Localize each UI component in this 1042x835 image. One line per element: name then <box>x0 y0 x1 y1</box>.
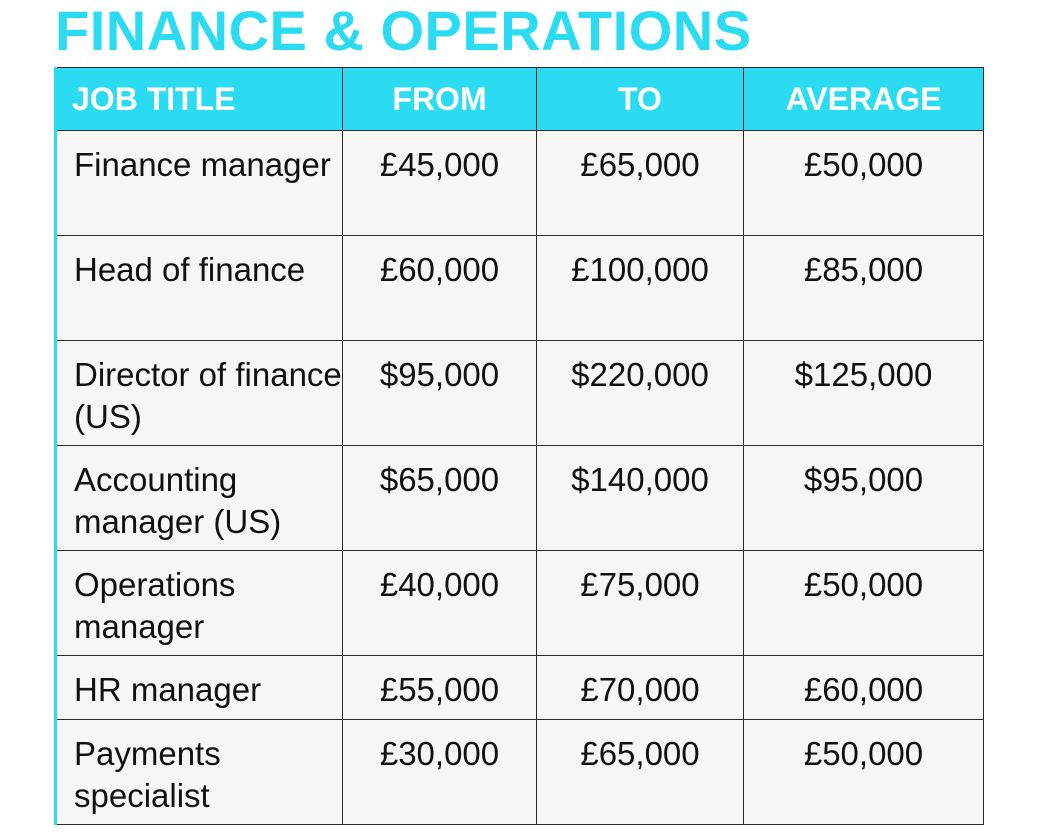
table-row: Head of finance £60,000 £100,000 £85,000 <box>54 235 984 341</box>
cell-to: £65,000 <box>536 719 744 825</box>
table-row: Director of finance (US) $95,000 $220,00… <box>54 340 984 446</box>
cell-from: £55,000 <box>342 655 537 720</box>
header-from: FROM <box>342 67 537 131</box>
table-header-row: JOB TITLE FROM TO AVERAGE <box>54 67 984 131</box>
table-row: Accounting manager (US) $65,000 $140,000… <box>54 445 984 551</box>
cell-from: £60,000 <box>342 235 537 341</box>
table-row: HR manager £55,000 £70,000 £60,000 <box>54 655 984 720</box>
cell-average: £85,000 <box>743 235 984 341</box>
cell-to: $220,000 <box>536 340 744 446</box>
page-title: FINANCE & OPERATIONS <box>55 0 752 62</box>
cell-job-title: Director of finance (US) <box>54 340 343 446</box>
cell-job-title: HR manager <box>54 655 343 720</box>
table-row: Finance manager £45,000 £65,000 £50,000 <box>54 130 984 236</box>
cell-average: £50,000 <box>743 719 984 825</box>
cell-job-title: Head of finance <box>54 235 343 341</box>
cell-to: £65,000 <box>536 130 744 236</box>
cell-from: $95,000 <box>342 340 537 446</box>
cell-average: £50,000 <box>743 550 984 656</box>
cell-average: £60,000 <box>743 655 984 720</box>
cell-average: £50,000 <box>743 130 984 236</box>
table-row: Payments specialist £30,000 £65,000 £50,… <box>54 719 984 825</box>
cell-to: £70,000 <box>536 655 744 720</box>
header-job-title: JOB TITLE <box>54 67 343 131</box>
cell-from: £45,000 <box>342 130 537 236</box>
cell-average: $95,000 <box>743 445 984 551</box>
cell-average: $125,000 <box>743 340 984 446</box>
salary-table: JOB TITLE FROM TO AVERAGE Finance manage… <box>54 67 984 825</box>
header-average: AVERAGE <box>743 67 984 131</box>
cell-job-title: Operations manager <box>54 550 343 656</box>
cell-from: $65,000 <box>342 445 537 551</box>
cell-to: £75,000 <box>536 550 744 656</box>
cell-job-title: Accounting manager (US) <box>54 445 343 551</box>
cell-to: £100,000 <box>536 235 744 341</box>
cell-job-title: Payments specialist <box>54 719 343 825</box>
cell-from: £40,000 <box>342 550 537 656</box>
cell-to: $140,000 <box>536 445 744 551</box>
cell-from: £30,000 <box>342 719 537 825</box>
cell-job-title: Finance manager <box>54 130 343 236</box>
header-to: TO <box>536 67 744 131</box>
table-row: Operations manager £40,000 £75,000 £50,0… <box>54 550 984 656</box>
